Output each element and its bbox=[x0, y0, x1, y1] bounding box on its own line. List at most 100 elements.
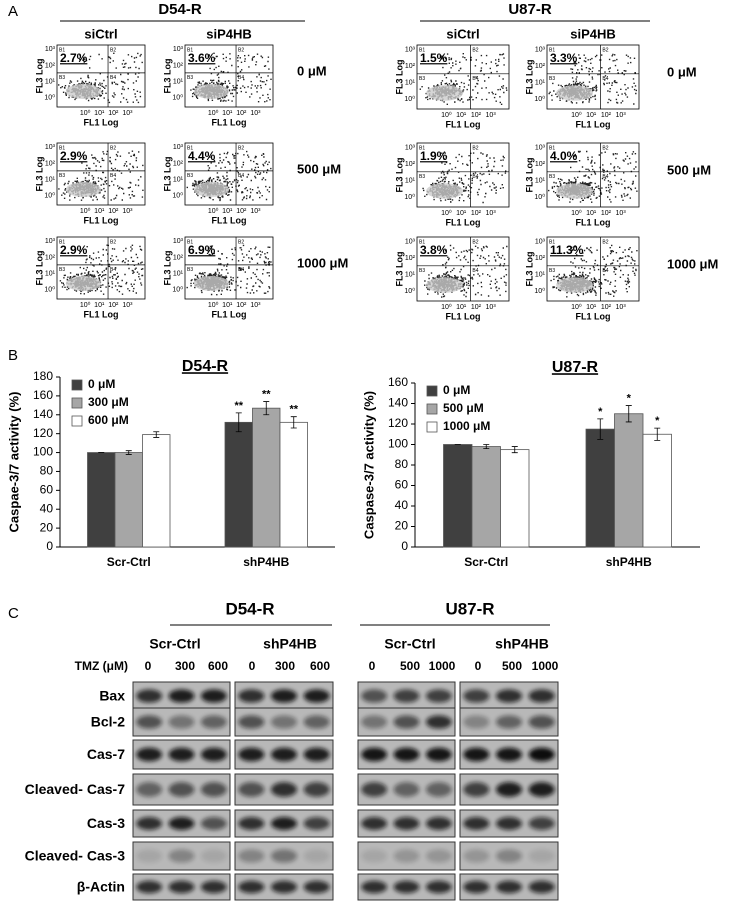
blot-band bbox=[270, 849, 298, 863]
percentage: 3.6% bbox=[188, 51, 216, 65]
y-tick-label: 10² bbox=[535, 63, 546, 70]
x-tick-label: 10¹ bbox=[94, 208, 105, 215]
y-tick-label: 10¹ bbox=[405, 80, 416, 87]
quadrant-label: B2 bbox=[602, 145, 608, 151]
blot-band bbox=[425, 747, 452, 762]
y-tick-label: 160 bbox=[33, 388, 53, 402]
blot-band bbox=[303, 747, 330, 762]
y-tick-label: 10³ bbox=[405, 238, 416, 245]
y-tick-label: 10¹ bbox=[45, 78, 56, 85]
y-tick-label: 10³ bbox=[45, 238, 56, 245]
group-title: U87-R bbox=[508, 1, 552, 18]
error-bar bbox=[625, 405, 632, 423]
blot-band bbox=[200, 849, 227, 863]
x-tick-label: 10⁰ bbox=[441, 303, 452, 311]
chart-title: D54-R bbox=[182, 358, 229, 375]
quadrant-label: B4 bbox=[110, 173, 116, 179]
x-tick-label: 10⁰ bbox=[571, 303, 582, 311]
dose-label: 0 bbox=[145, 659, 152, 673]
blot-band bbox=[200, 689, 227, 703]
blot-band bbox=[136, 849, 163, 863]
x-tick-label: 10² bbox=[471, 304, 482, 311]
y-axis-label: FL3 Log bbox=[394, 60, 404, 95]
quadrant-label: B1 bbox=[187, 47, 193, 53]
blot-band bbox=[361, 715, 388, 729]
blot-band bbox=[393, 715, 420, 729]
blot-band bbox=[425, 880, 452, 894]
blot-band bbox=[238, 715, 265, 729]
quadrant-label: B4 bbox=[602, 174, 608, 180]
quadrant-label: B3 bbox=[549, 174, 555, 180]
y-tick-label: 80 bbox=[395, 457, 409, 471]
x-tick-label: 10¹ bbox=[586, 210, 597, 217]
blot-band bbox=[393, 817, 420, 830]
quadrant-label: B3 bbox=[59, 267, 65, 273]
x-axis-label: FL1 Log bbox=[84, 117, 119, 127]
blot-band bbox=[168, 782, 195, 797]
event-core bbox=[65, 276, 102, 291]
event-core bbox=[193, 182, 229, 197]
blot-band bbox=[528, 782, 555, 797]
blot-band bbox=[393, 849, 420, 863]
significance: ** bbox=[262, 388, 271, 400]
legend-label: 300 μM bbox=[88, 395, 129, 409]
bar bbox=[252, 407, 281, 548]
y-tick-label: 60 bbox=[395, 478, 409, 492]
blot-band bbox=[136, 747, 163, 762]
y-tick-label: 10² bbox=[45, 62, 56, 69]
blot-band bbox=[238, 880, 265, 894]
blot-band bbox=[463, 689, 490, 703]
blot-band bbox=[270, 689, 298, 703]
x-tick-label: 10⁰ bbox=[441, 209, 452, 217]
blot-band bbox=[168, 849, 195, 863]
blot-band bbox=[528, 747, 555, 762]
event-core bbox=[426, 85, 464, 101]
quadrant-label: B4 bbox=[238, 173, 244, 179]
blot-band bbox=[168, 880, 195, 894]
x-axis-label: FL1 Log bbox=[576, 119, 611, 129]
legend-label: 0 μM bbox=[88, 377, 115, 391]
percentage: 3.8% bbox=[420, 243, 448, 257]
y-tick-label: 10¹ bbox=[45, 270, 56, 277]
significance: * bbox=[598, 406, 603, 418]
y-tick-label: 10¹ bbox=[535, 272, 546, 279]
condition-label: siCtrl bbox=[446, 26, 479, 41]
blot-band bbox=[168, 817, 195, 830]
x-tick-label: 10¹ bbox=[94, 302, 105, 309]
y-axis-label: FL3 Log bbox=[524, 252, 534, 287]
blot-band bbox=[136, 782, 163, 797]
significance: * bbox=[627, 392, 632, 404]
condition-label: Scr-Ctrl bbox=[149, 636, 200, 652]
protein-label: Cleaved- Cas-7 bbox=[25, 781, 126, 797]
y-axis-label: FL3 Log bbox=[34, 157, 44, 192]
blot-band bbox=[463, 849, 490, 863]
quadrant-label: B1 bbox=[549, 239, 555, 245]
x-tick-label: 10⁰ bbox=[208, 301, 219, 309]
x-axis-label: FL1 Log bbox=[84, 309, 119, 319]
quadrant-label: B1 bbox=[59, 239, 65, 245]
blot-band bbox=[361, 747, 388, 762]
blot-band bbox=[238, 689, 265, 703]
y-tick-label: 10³ bbox=[535, 46, 546, 53]
event-core bbox=[426, 183, 464, 199]
legend-swatch bbox=[426, 385, 438, 397]
event-core bbox=[556, 85, 593, 101]
quadrant-label: B3 bbox=[59, 173, 65, 179]
blot-band bbox=[200, 880, 227, 894]
y-tick-label: 10¹ bbox=[405, 272, 416, 279]
y-tick-label: 10² bbox=[45, 254, 56, 261]
y-tick-label: 10⁰ bbox=[172, 94, 183, 102]
y-tick-label: 10⁰ bbox=[172, 192, 183, 200]
quadrant-label: B2 bbox=[238, 47, 244, 53]
blot-band bbox=[168, 715, 195, 729]
x-tick-label: 10⁰ bbox=[571, 111, 582, 119]
blot-band bbox=[303, 715, 330, 729]
dose-label: 0 bbox=[475, 659, 482, 673]
dose-label: 300 bbox=[175, 659, 195, 673]
protein-label: Cas-7 bbox=[87, 746, 125, 762]
y-tick-label: 10⁰ bbox=[44, 192, 55, 200]
blot-band bbox=[136, 689, 163, 703]
blot-band bbox=[303, 782, 330, 797]
x-tick-label: 10³ bbox=[616, 304, 627, 311]
